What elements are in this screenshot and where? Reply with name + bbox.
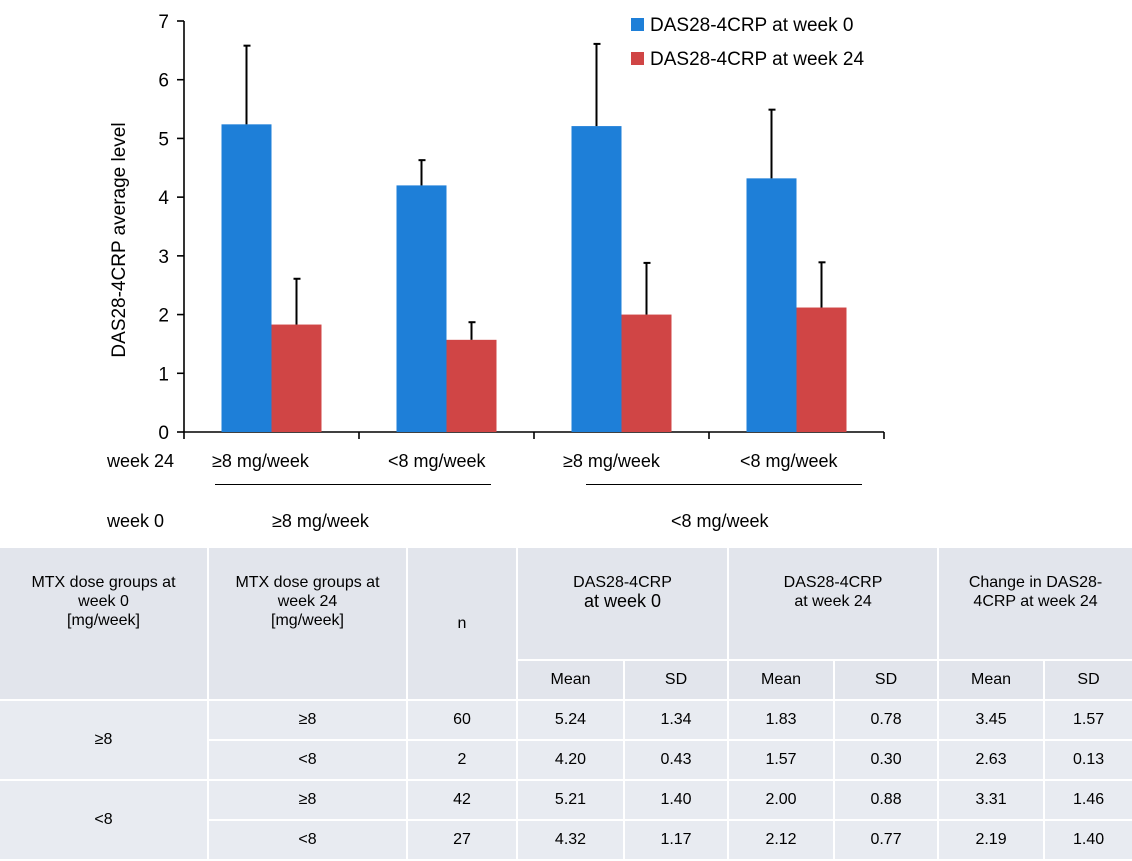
- table-row: <8 ≥8 42 5.21 1.40 2.00 0.88 3.31 1.46: [0, 780, 1132, 861]
- table-cell-n: 27: [407, 820, 518, 861]
- subheader-sd: SD: [1044, 660, 1132, 701]
- y-tick-label: 4: [158, 188, 169, 209]
- bar: [746, 178, 797, 432]
- header-week0-group: MTX dose groups at week 0 [mg/week]: [0, 548, 209, 701]
- table-cell-ch-sd: 1.40: [1044, 820, 1132, 861]
- summary-table: MTX dose groups at week 0 [mg/week] MTX do…: [0, 548, 1132, 861]
- header-week0-das: DAS28-4CRP at week 0: [517, 548, 730, 661]
- subheader-mean: Mean: [517, 660, 625, 701]
- table-cell-week24: <8: [208, 820, 408, 861]
- table-cell-n: 42: [407, 780, 518, 821]
- legend-label-week24: DAS28-4CRP at week 24: [650, 49, 864, 70]
- table-cell-ch-mean: 2.63: [938, 740, 1046, 781]
- table-cell-week24: <8: [208, 740, 408, 781]
- row-label-week0: week 0: [107, 511, 165, 531]
- table-cell-w24-sd: 0.78: [834, 700, 940, 741]
- week0-group-cell: <8: [0, 780, 209, 861]
- legend-label-week0: DAS28-4CRP at week 0: [650, 15, 853, 36]
- category-label: ≥8 mg/week: [212, 451, 309, 471]
- legend-swatch-week0: [631, 18, 644, 31]
- table-cell-w24-sd: 0.30: [834, 740, 940, 781]
- table-cell-w0-mean: 5.24: [517, 700, 625, 741]
- subheader-mean: Mean: [728, 660, 836, 701]
- y-axis-label: DAS28-4CRP average level: [109, 122, 130, 357]
- table-cell-w0-mean: 5.21: [517, 780, 625, 821]
- table-cell-w24-sd: 0.88: [834, 780, 940, 821]
- table-cell-ch-mean: 3.45: [938, 700, 1046, 741]
- bar-series: [221, 124, 847, 432]
- y-tick-label: 2: [158, 306, 169, 327]
- table-cell-w24-mean: 2.00: [728, 780, 836, 821]
- bar: [621, 314, 672, 432]
- table-cell-w24-mean: 1.83: [728, 700, 836, 741]
- bar: [271, 324, 322, 432]
- table-cell-w0-sd: 1.17: [624, 820, 730, 861]
- y-tick-label: 0: [158, 423, 169, 444]
- legend: DAS28-4CRP at week 0 DAS28-4CRP at week …: [631, 15, 864, 70]
- subheader-sd: SD: [624, 660, 730, 701]
- bar: [796, 307, 847, 432]
- y-tick-label: 7: [158, 12, 169, 33]
- subheader-sd: SD: [834, 660, 940, 701]
- group-underline: [586, 484, 862, 485]
- table-row: <8 2 4.20 0.43 1.57 0.30 2.63 0.13: [0, 740, 1132, 781]
- category-label: ≥8 mg/week: [563, 451, 660, 471]
- table-cell-w0-sd: 0.43: [624, 740, 730, 781]
- table-cell-week24: ≥8: [208, 780, 408, 821]
- week0-group-cell: ≥8: [0, 700, 209, 781]
- table-cell-w24-sd: 0.77: [834, 820, 940, 861]
- header-week24-das: DAS28-4CRP at week 24: [728, 548, 940, 661]
- bar: [571, 126, 622, 432]
- table-cell-w24-mean: 2.12: [728, 820, 836, 861]
- error-bars: [243, 42, 826, 340]
- table-cell-n: 60: [407, 700, 518, 741]
- table-cell-ch-mean: 3.31: [938, 780, 1046, 821]
- y-tick-label: 6: [158, 71, 169, 92]
- row-label-week24: week 24: [107, 451, 175, 471]
- header-n: n: [407, 548, 518, 701]
- group-underline: [215, 484, 491, 485]
- table-cell-w24-mean: 1.57: [728, 740, 836, 781]
- table-cell-w0-sd: 1.34: [624, 700, 730, 741]
- y-tick-label: 3: [158, 247, 169, 268]
- y-tick-label: 5: [158, 129, 169, 150]
- bar-chart: 0 1 2 3 4 5 6 7 DAS28-4CRP average level DAS28-…: [109, 12, 885, 444]
- week0-group-label: <8 mg/week: [671, 511, 769, 531]
- table-cell-ch-sd: 0.13: [1044, 740, 1132, 781]
- y-tick-label: 1: [158, 364, 169, 385]
- table-cell-w0-mean: 4.32: [517, 820, 625, 861]
- table-cell-w0-sd: 1.40: [624, 780, 730, 821]
- table-cell-n: 2: [407, 740, 518, 781]
- bar: [446, 339, 497, 432]
- x-axis: [183, 431, 885, 439]
- table-row: ≥8 ≥8 60 5.24 1.34 1.83 0.78 3.45 1.57: [0, 700, 1132, 781]
- table-cell-week24: ≥8: [208, 700, 408, 741]
- week0-group-label: ≥8 mg/week: [272, 511, 369, 531]
- header-week24-group: MTX dose groups at week 24 [mg/week]: [208, 548, 408, 701]
- table-cell-ch-mean: 2.19: [938, 820, 1046, 861]
- header-change: Change in DAS28- 4CRP at week 24: [938, 548, 1132, 661]
- y-axis: 0 1 2 3 4 5 6 7: [158, 12, 185, 444]
- category-label: <8 mg/week: [740, 451, 838, 471]
- bar: [221, 124, 272, 432]
- table-cell-w0-mean: 4.20: [517, 740, 625, 781]
- table-cell-ch-sd: 1.46: [1044, 780, 1132, 821]
- subheader-mean: Mean: [938, 660, 1046, 701]
- legend-swatch-week24: [631, 52, 644, 65]
- table-cell-ch-sd: 1.57: [1044, 700, 1132, 741]
- category-label: <8 mg/week: [388, 451, 486, 471]
- bar: [396, 185, 447, 432]
